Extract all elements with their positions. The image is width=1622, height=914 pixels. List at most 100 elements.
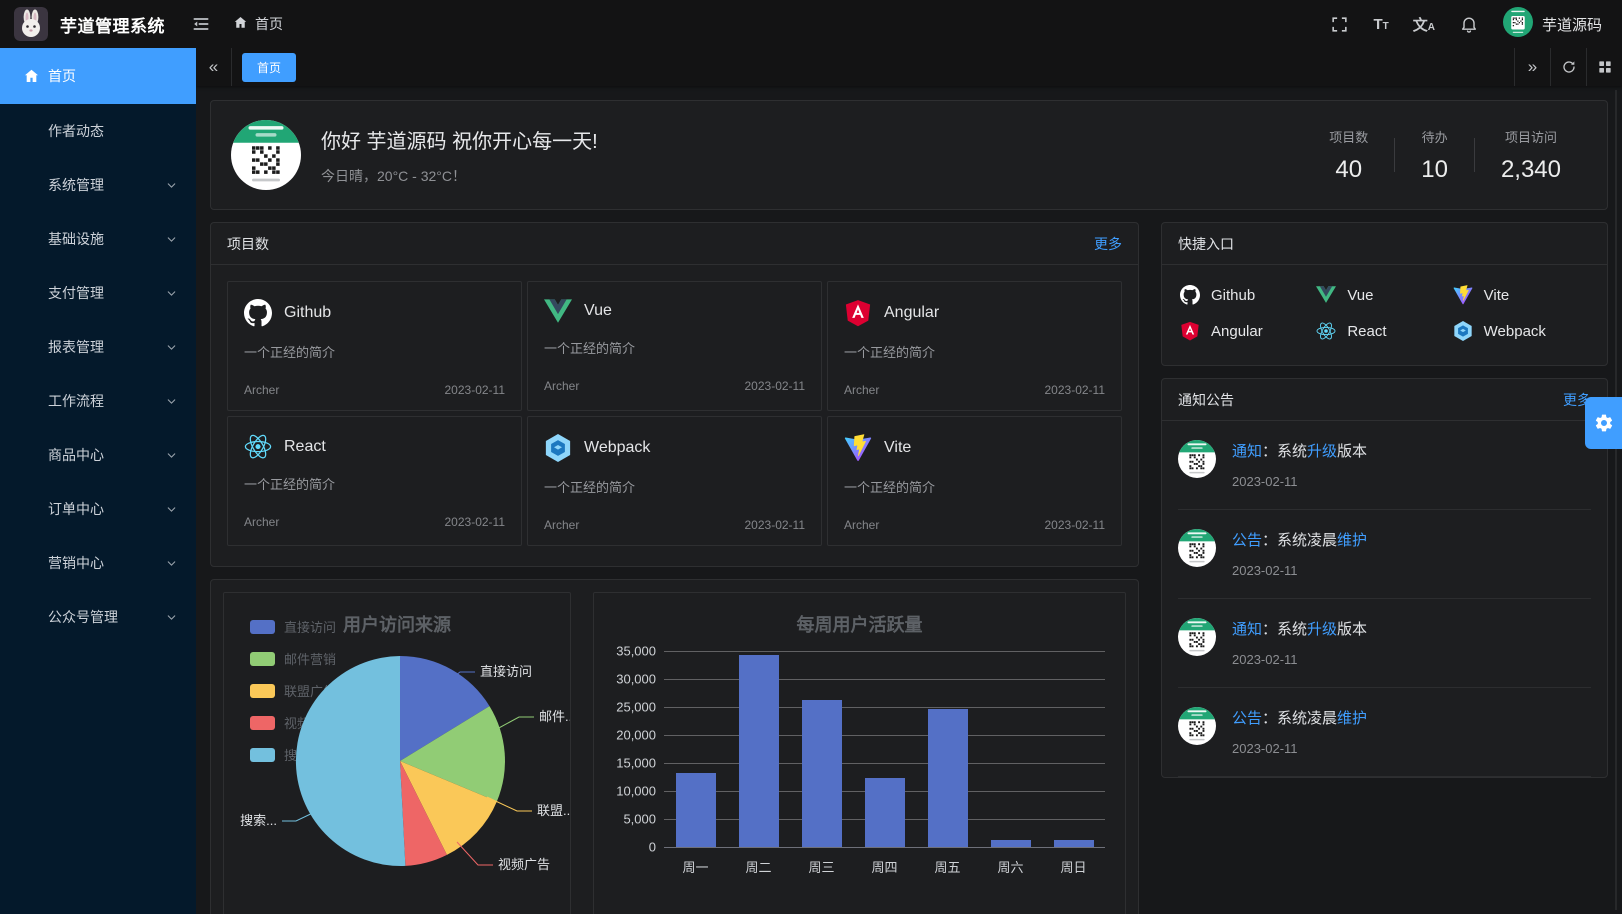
quick-entry-angular[interactable]: Angular — [1180, 321, 1316, 341]
project-card-github[interactable]: Github 一个正经的简介 Archer 2023-02-11 — [227, 281, 522, 411]
angular-icon — [1180, 321, 1200, 341]
chevron-down-icon — [165, 611, 178, 624]
notice-link[interactable]: 维护 — [1337, 710, 1368, 727]
sidebar-item-9[interactable]: 营销中心 — [0, 536, 196, 590]
stat-divider — [1473, 138, 1475, 172]
tabs-list: 首页 — [232, 48, 1514, 86]
y-axis-tick: 35,000 — [616, 643, 656, 659]
x-axis-tick: 周日 — [1060, 860, 1087, 875]
notice-link[interactable]: 维护 — [1337, 532, 1368, 549]
quick-entry-react[interactable]: React — [1316, 321, 1452, 341]
notice-qr-avatar — [1178, 707, 1216, 745]
project-card-vue[interactable]: Vue 一个正经的简介 Archer 2023-02-11 — [527, 281, 822, 411]
legend-swatch — [250, 715, 275, 730]
y-axis-tick: 25,000 — [616, 699, 656, 715]
project-card-vite[interactable]: Vite 一个正经的简介 Archer 2023-02-11 — [827, 416, 1122, 546]
home-icon — [233, 15, 248, 33]
pie-legend-item-0[interactable]: 直接访问 — [250, 617, 336, 636]
quick-entry-vue[interactable]: Vue — [1316, 285, 1452, 305]
welcome-weather: 今日晴，20°C - 32°C！ — [321, 167, 467, 184]
x-axis-tick: 周五 — [934, 860, 961, 875]
settings-gear-button[interactable] — [1585, 397, 1622, 449]
project-name: React — [284, 437, 326, 455]
stat-visits: 项目访问 2,340 — [1500, 129, 1561, 183]
angular-icon — [844, 299, 872, 327]
svg-text:搜索...: 搜索... — [240, 813, 277, 828]
quick-entry-webpack[interactable]: Webpack — [1453, 321, 1589, 341]
charts-card: 用户访问来源 直接访问 邮件营销 联盟广告 视频广告 搜索引擎 直接访问邮件..… — [210, 579, 1139, 914]
sidebar-fold-icon[interactable] — [191, 14, 211, 34]
project-card-react[interactable]: React 一个正经的简介 Archer 2023-02-11 — [227, 416, 522, 546]
vue-icon — [544, 299, 572, 323]
sidebar-item-label: 商品中心 — [48, 447, 104, 463]
home-icon — [23, 68, 40, 85]
sidebar-item-5[interactable]: 报表管理 — [0, 320, 196, 374]
chevron-down-icon — [165, 503, 178, 516]
sidebar-item-2[interactable]: 系统管理 — [0, 158, 196, 212]
vite-icon — [844, 434, 872, 462]
layout-grid-icon[interactable] — [1586, 48, 1622, 86]
notice-link[interactable]: 公告 — [1232, 710, 1263, 727]
pie-legend-item-1[interactable]: 邮件营销 — [250, 649, 336, 668]
sidebar-item-3[interactable]: 基础设施 — [0, 212, 196, 266]
quick-entry-github[interactable]: Github — [1180, 285, 1316, 305]
fullscreen-icon[interactable] — [1330, 15, 1349, 34]
notice-link[interactable]: 升级 — [1307, 621, 1338, 638]
github-icon — [1180, 285, 1200, 305]
svg-text:视频广告: 视频广告 — [498, 857, 550, 872]
project-author: Archer — [244, 515, 280, 530]
bar-周日 — [1053, 839, 1094, 847]
x-axis-tick: 周四 — [871, 860, 898, 875]
bar-周六 — [990, 839, 1031, 847]
notice-item-2: 通知：系统升级版本 2023-02-11 — [1178, 599, 1591, 688]
locale-icon[interactable]: 文A — [1412, 16, 1435, 34]
sidebar-item-6[interactable]: 工作流程 — [0, 374, 196, 428]
sidebar-item-1[interactable]: 作者动态 — [0, 104, 196, 158]
gridline — [664, 847, 1105, 848]
sidebar-item-0[interactable]: 首页 — [0, 48, 196, 104]
sidebar-item-label: 系统管理 — [48, 177, 104, 193]
sidebar-item-label: 公众号管理 — [48, 609, 118, 625]
sidebar: 首页 作者动态系统管理基础设施 支付管理 报表管理工作流程商品中心订单中心 营销中心公众… — [0, 48, 196, 914]
y-axis-tick: 15,000 — [616, 755, 656, 771]
quick-entry-card: 快捷入口 Github Vue Vite Angular React Webpa… — [1161, 222, 1608, 366]
notice-link[interactable]: 公告 — [1232, 532, 1263, 549]
project-name: Angular — [884, 304, 940, 321]
tab-home[interactable]: 首页 — [242, 52, 297, 82]
webpack-icon — [1453, 321, 1473, 341]
breadcrumb-item[interactable]: 首页 — [255, 16, 283, 32]
scrollbar-track[interactable] — [1615, 90, 1617, 910]
user-name: 芋道源码 — [1541, 16, 1602, 34]
notice-link[interactable]: 通知 — [1232, 443, 1263, 460]
project-card-angular[interactable]: Angular 一个正经的简介 Archer 2023-02-11 — [827, 281, 1122, 411]
quick-entry-label: Vite — [1483, 286, 1510, 304]
notice-link[interactable]: 升级 — [1307, 443, 1338, 460]
sidebar-item-7[interactable]: 商品中心 — [0, 428, 196, 482]
user-menu[interactable]: 芋道源码 — [1502, 6, 1602, 42]
chevron-down-icon — [165, 449, 178, 462]
tabs-scroll-left-icon[interactable]: « — [196, 48, 232, 86]
refresh-icon[interactable] — [1550, 48, 1586, 86]
x-axis-tick: 周三 — [808, 860, 835, 875]
sidebar-item-10[interactable]: 公众号管理 — [0, 590, 196, 644]
bell-icon[interactable] — [1459, 14, 1479, 34]
project-date: 2023-02-11 — [444, 383, 506, 397]
notice-link[interactable]: 通知 — [1232, 621, 1263, 638]
notice-text: ：系统 — [1262, 621, 1308, 638]
quick-entry-vite[interactable]: Vite — [1453, 285, 1589, 305]
sidebar-item-label: 工作流程 — [48, 393, 104, 409]
chevron-down-icon — [165, 287, 178, 300]
notices-more-link[interactable]: 更多 — [1563, 391, 1591, 408]
quick-entry-label: Github — [1211, 286, 1256, 304]
project-date: 2023-02-11 — [1044, 383, 1106, 397]
project-card-webpack[interactable]: Webpack 一个正经的简介 Archer 2023-02-11 — [527, 416, 822, 546]
vue-icon — [1316, 286, 1337, 304]
projects-more-link[interactable]: 更多 — [1094, 235, 1122, 252]
font-size-icon[interactable]: TT — [1373, 15, 1389, 33]
tabs-scroll-right-icon[interactable]: » — [1514, 48, 1550, 86]
sidebar-item-4[interactable]: 支付管理 — [0, 266, 196, 320]
user-avatar — [1502, 6, 1533, 42]
sidebar-item-8[interactable]: 订单中心 — [0, 482, 196, 536]
gridline — [664, 651, 1105, 652]
